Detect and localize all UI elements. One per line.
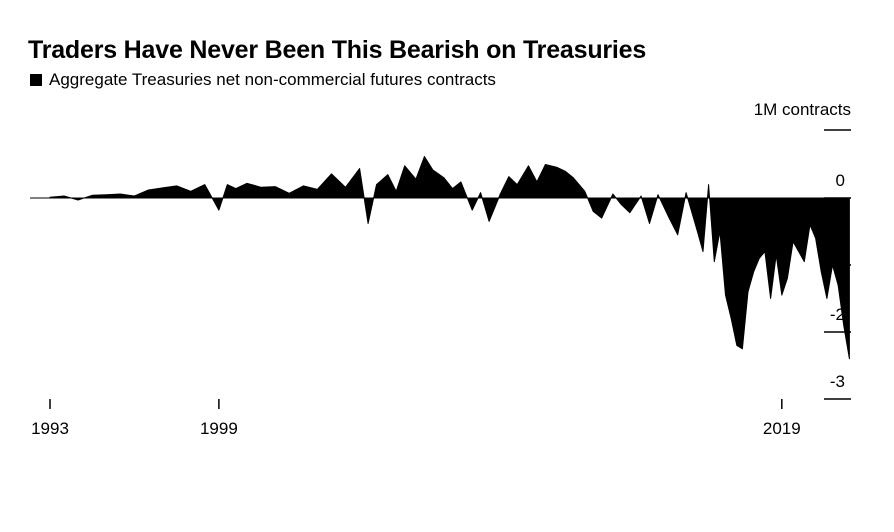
- x-tick-label: 1999: [200, 419, 238, 438]
- chart-title: Traders Have Never Been This Bearish on …: [28, 36, 647, 64]
- unit-label: 1M contracts: [753, 100, 851, 119]
- y-tick-label: -1: [830, 238, 845, 257]
- series-area: [49, 156, 850, 360]
- y-tick-label: -3: [830, 372, 845, 391]
- y-tick-label: -2: [830, 305, 845, 324]
- legend-label: Aggregate Treasuries net non-commercial …: [49, 70, 496, 89]
- x-tick-label: 2019: [763, 419, 801, 438]
- x-tick-label: 1993: [31, 419, 69, 438]
- y-tick-label: 0: [836, 171, 845, 190]
- legend: Aggregate Treasuries net non-commercial …: [30, 70, 496, 90]
- legend-swatch: [30, 74, 42, 86]
